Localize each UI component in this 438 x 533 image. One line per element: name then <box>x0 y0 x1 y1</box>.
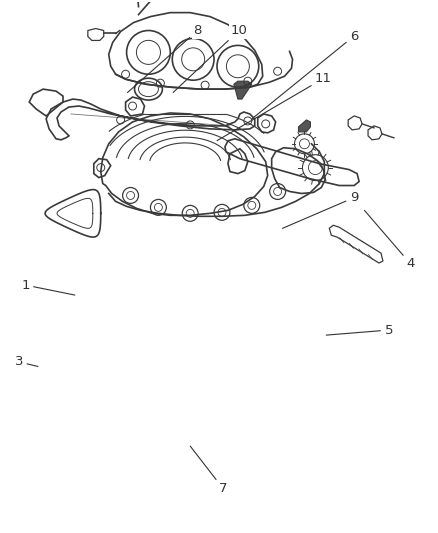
Polygon shape <box>298 120 311 132</box>
Text: 9: 9 <box>283 191 358 228</box>
Polygon shape <box>234 81 252 99</box>
Text: 1: 1 <box>21 279 75 295</box>
Text: 11: 11 <box>217 72 332 141</box>
Text: 10: 10 <box>173 25 247 92</box>
Text: 8: 8 <box>127 25 201 93</box>
Text: 6: 6 <box>251 30 358 119</box>
Text: 7: 7 <box>190 446 228 496</box>
Text: 5: 5 <box>326 324 393 336</box>
Text: 4: 4 <box>364 211 415 270</box>
Text: 3: 3 <box>14 356 38 368</box>
